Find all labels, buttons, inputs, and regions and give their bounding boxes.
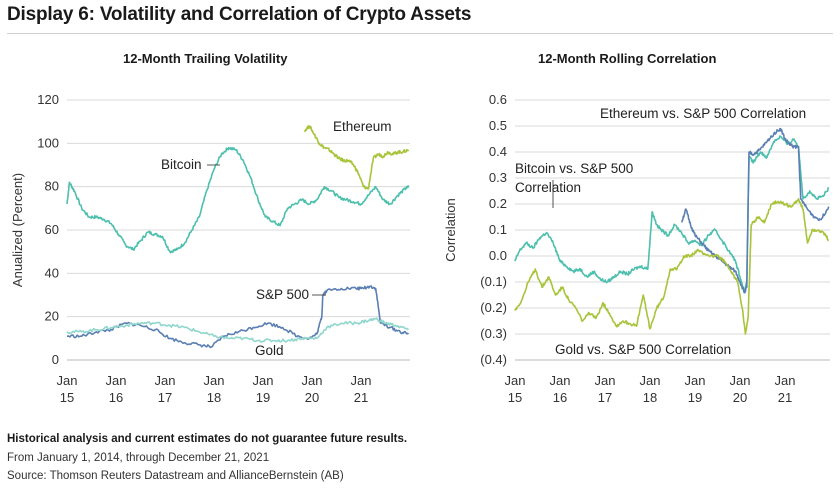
series-annotation: Gold bbox=[255, 343, 284, 358]
footnote-disclaimer: Historical analysis and current estimate… bbox=[7, 433, 408, 445]
y-tick-label: 0.3 bbox=[489, 170, 507, 185]
y-tick-label: 0.2 bbox=[489, 196, 507, 211]
x-tick-label: Jan bbox=[550, 373, 571, 388]
x-tick-label: Jan bbox=[204, 373, 225, 388]
x-tick-label: Jan bbox=[351, 373, 372, 388]
correlation-chart: (0.4) (0.3) (0.2) (0.1) 0.0 0.1 0.2 0.3 0.4 0.5 0.… bbox=[443, 92, 830, 405]
x-tick-label: 21 bbox=[778, 390, 792, 405]
x-tick-label: 20 bbox=[733, 390, 747, 405]
series-line-gold-vs-s-p-500-correlation bbox=[514, 198, 830, 335]
x-tick-label: 18 bbox=[207, 390, 221, 405]
x-tick-label: Jan bbox=[685, 373, 706, 388]
x-tick-label: 15 bbox=[60, 390, 74, 405]
footnote-period: From January 1, 2014, through December 2… bbox=[7, 452, 270, 464]
x-tick-label: Jan bbox=[155, 373, 176, 388]
x-tick-label: 17 bbox=[158, 390, 172, 405]
series-annotation: Bitcoin vs. S&P 500 bbox=[515, 161, 633, 176]
y-tick-label: 100 bbox=[37, 135, 59, 150]
x-tick-label: 16 bbox=[553, 390, 567, 405]
x-tick-label: Jan bbox=[505, 373, 526, 388]
series-line-ethereum-vs-s-p-500-correlation bbox=[680, 127, 830, 294]
y-tick-label: 120 bbox=[37, 92, 59, 107]
x-tick-label: Jan bbox=[302, 373, 323, 388]
y-tick-label: (0.2) bbox=[480, 300, 507, 315]
x-tick-label: Jan bbox=[253, 373, 274, 388]
y-tick-label: 60 bbox=[45, 222, 59, 237]
x-tick-label: Jan bbox=[640, 373, 661, 388]
x-tick-label: 16 bbox=[109, 390, 123, 405]
y-tick-label: (0.3) bbox=[480, 326, 507, 341]
x-tick-label: Jan bbox=[730, 373, 751, 388]
title-divider bbox=[7, 33, 833, 34]
x-tick-label: 19 bbox=[256, 390, 270, 405]
series-annotation: Correlation bbox=[515, 180, 581, 195]
y-tick-label: 0.0 bbox=[489, 248, 507, 263]
series-line-ethereum bbox=[303, 125, 410, 190]
y-tick-label: 20 bbox=[45, 309, 59, 324]
series-line-gold bbox=[66, 317, 409, 343]
y-tick-label: 0.5 bbox=[489, 118, 507, 133]
series-annotation: Ethereum vs. S&P 500 Correlation bbox=[600, 106, 806, 121]
x-tick-label: 20 bbox=[305, 390, 319, 405]
series-annotation: S&P 500 bbox=[256, 287, 309, 302]
x-tick-label: Jan bbox=[106, 373, 127, 388]
x-tick-label: Jan bbox=[57, 373, 78, 388]
series-line-bitcoin bbox=[66, 146, 410, 254]
x-tick-label: 19 bbox=[688, 390, 702, 405]
x-tick-label: Jan bbox=[775, 373, 796, 388]
x-tick-label: 18 bbox=[643, 390, 657, 405]
footnote-source: Source: Thomson Reuters Datastream and A… bbox=[7, 470, 344, 482]
y-axis-label: Correlation bbox=[443, 198, 458, 262]
y-tick-label: (0.4) bbox=[480, 352, 507, 367]
x-tick-label: 15 bbox=[508, 390, 522, 405]
series-line-s-p-500 bbox=[66, 285, 410, 349]
volatility-chart-title: 12-Month Trailing Volatility bbox=[123, 51, 288, 66]
series-line-bitcoin-vs-s-p-500-correlation bbox=[514, 135, 830, 294]
y-tick-label: 80 bbox=[45, 179, 59, 194]
y-tick-label: 0.4 bbox=[489, 144, 507, 159]
series-annotation: Gold vs. S&P 500 Correlation bbox=[555, 342, 731, 357]
y-tick-label: (0.1) bbox=[480, 274, 507, 289]
correlation-chart-title: 12-Month Rolling Correlation bbox=[538, 51, 717, 66]
x-tick-label: Jan bbox=[595, 373, 616, 388]
series-annotation: Ethereum bbox=[333, 119, 392, 134]
y-tick-label: 0.6 bbox=[489, 92, 507, 107]
display-title: Display 6: Volatility and Correlation of… bbox=[7, 4, 472, 25]
y-tick-label: 40 bbox=[45, 265, 59, 280]
y-tick-label: 0 bbox=[52, 352, 59, 367]
y-tick-label: 0.1 bbox=[489, 222, 507, 237]
x-tick-label: 21 bbox=[354, 390, 368, 405]
y-axis-label: Anualized (Percent) bbox=[10, 173, 25, 287]
series-annotation: Bitcoin bbox=[161, 157, 202, 172]
volatility-chart: 0 20 40 60 80 100 120 Jan 15 Jan 16 Jan 17 Jan 18 Jan 19… bbox=[10, 92, 410, 405]
x-tick-label: 17 bbox=[598, 390, 612, 405]
